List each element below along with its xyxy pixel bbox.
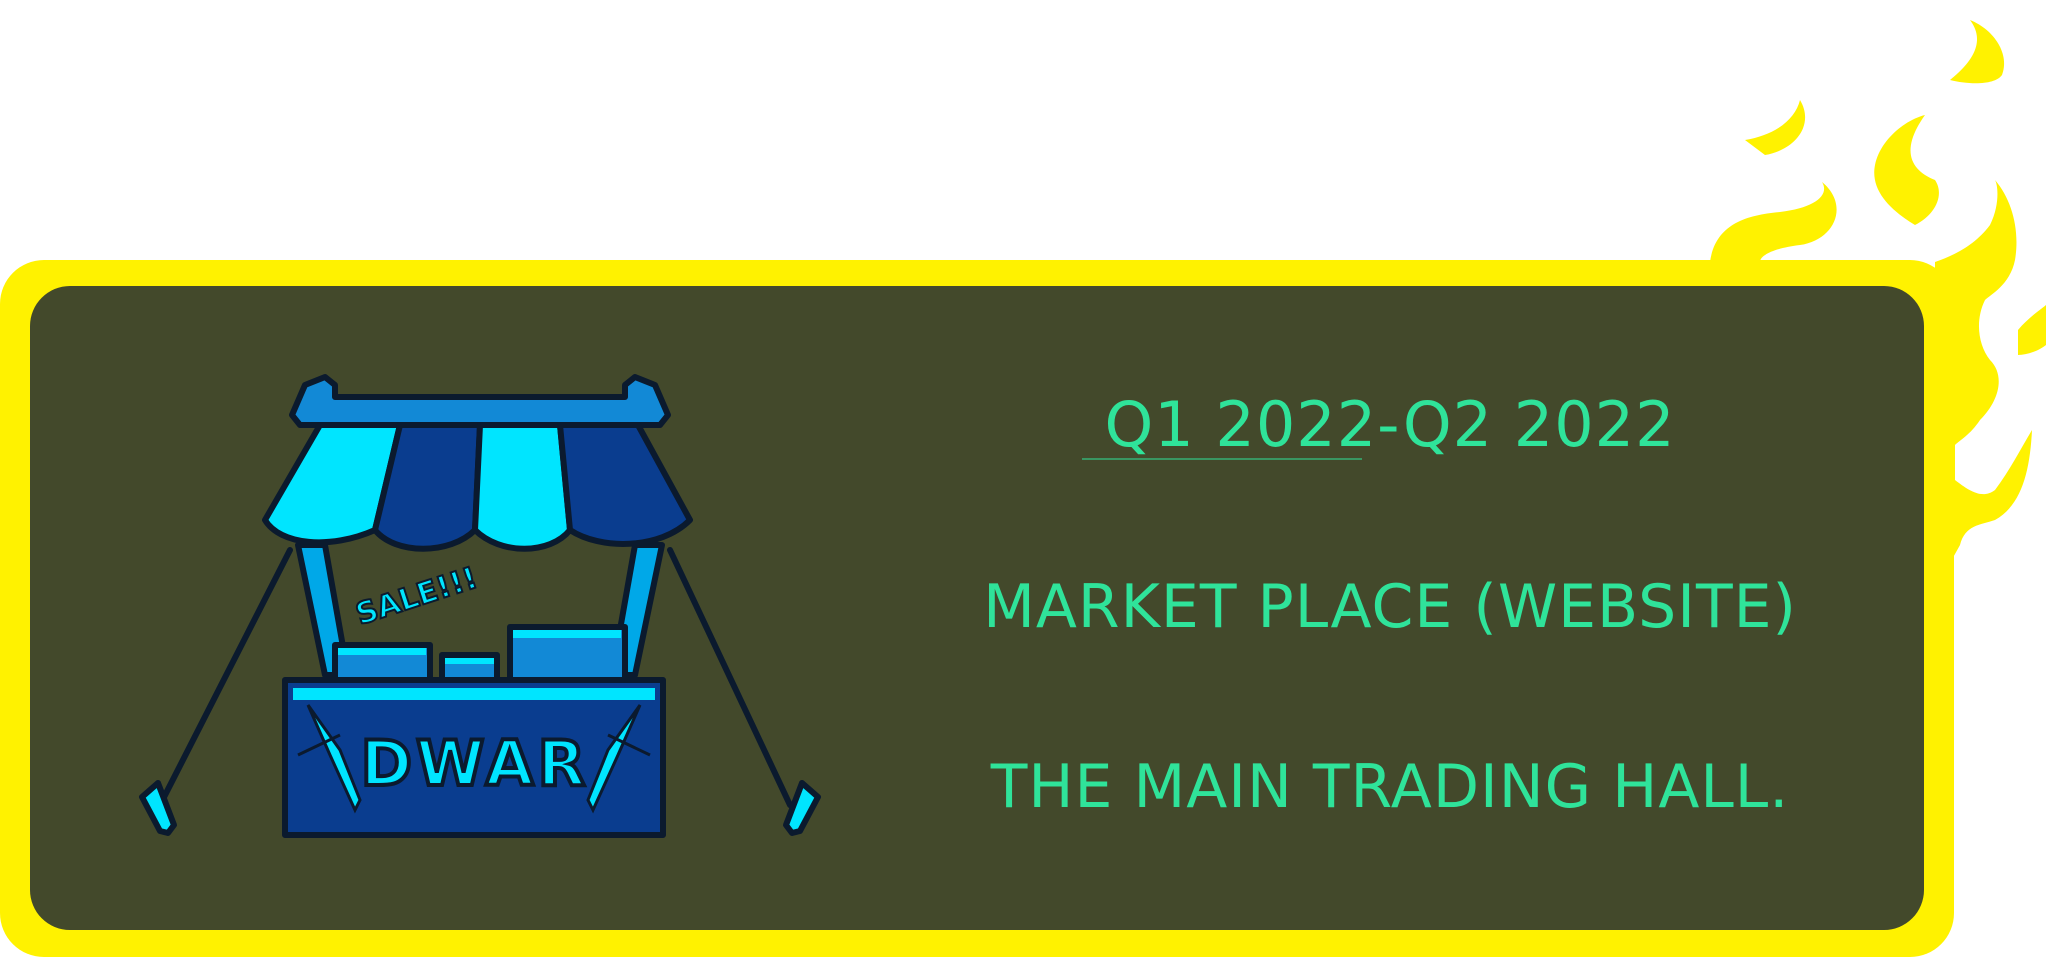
stall-sale-text: SALE!!!: [352, 561, 482, 633]
sword-icon: [297, 704, 362, 814]
stall-sign-text: DWAR: [361, 727, 590, 800]
roadmap-description: THE MAIN TRADING HALL.: [990, 752, 1790, 822]
period-underline: [1082, 458, 1362, 460]
roadmap-title: MARKET PLACE (WEBSITE): [983, 572, 1797, 642]
market-stall-icon: DWAR SALE!!!: [139, 374, 821, 838]
sword-icon: [586, 704, 651, 814]
roadmap-period: Q1 2022-Q2 2022: [1104, 388, 1676, 461]
